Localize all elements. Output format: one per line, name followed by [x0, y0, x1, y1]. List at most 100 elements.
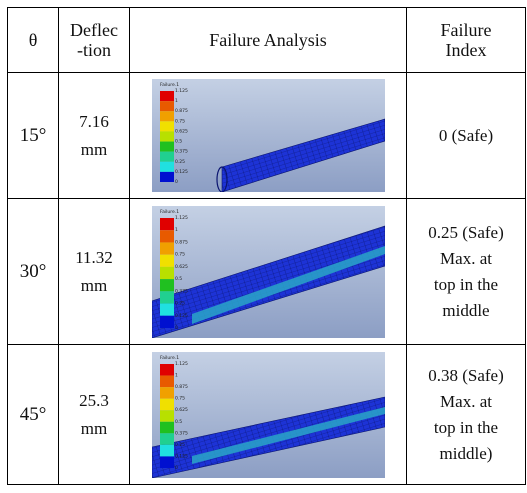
legend-label: 0 — [175, 465, 178, 471]
legend-label: 1.125 — [175, 215, 188, 221]
failure-plot: Failure.11.125 1 0.875 0.75 0.625 0.5 0.375 0.2… — [152, 206, 385, 338]
index-text: Max. at — [407, 246, 525, 272]
legend-band — [160, 364, 174, 376]
header-text: Failure Analysis — [130, 30, 406, 50]
index-text: 0.25 (Safe) — [407, 220, 525, 246]
legend-band — [160, 387, 174, 399]
index-text: Max. at — [407, 389, 525, 415]
legend-label: 0 — [175, 179, 178, 185]
legend-band — [160, 131, 174, 141]
legend-band — [160, 111, 174, 121]
legend-label: 1 — [175, 98, 178, 104]
legend-band — [160, 279, 174, 291]
legend-label: 0.625 — [175, 128, 188, 134]
angle-cell: 15° — [8, 73, 59, 199]
index-text: top in the — [407, 272, 525, 298]
legend-label: 0.25 — [175, 159, 185, 165]
failure-plot: Failure.11.12510.8750.750.6250.50.3750.2… — [152, 352, 385, 478]
legend-label: 0.875 — [175, 108, 188, 114]
legend-band — [160, 266, 174, 278]
legend-band — [160, 101, 174, 111]
angle-cell: 45° — [8, 345, 59, 485]
legend-band — [160, 162, 174, 172]
legend-label: 0.75 — [175, 118, 185, 124]
legend-band — [160, 242, 174, 254]
legend-label: 0.375 — [175, 288, 188, 294]
legend-band — [160, 142, 174, 152]
legend-label: 0.5 — [175, 276, 182, 282]
deflection-text: mm — [59, 272, 129, 300]
legend-label: 1 — [175, 372, 178, 378]
legend-band — [160, 456, 174, 468]
legend-band — [160, 421, 174, 433]
angle-cell: 30° — [8, 199, 59, 345]
index-text: middle) — [407, 441, 525, 467]
legend-band — [160, 230, 174, 242]
legend-label: 0.625 — [175, 407, 188, 413]
legend-band — [160, 433, 174, 445]
deflection-text: 7.16 — [59, 108, 129, 136]
legend-band — [160, 291, 174, 303]
header-text: Deflec — [59, 20, 129, 40]
legend-title: Failure.1 — [160, 355, 179, 361]
legend-band — [160, 91, 174, 101]
index-text: 0 (Safe) — [407, 123, 525, 149]
index-text: top in the — [407, 415, 525, 441]
legend-label: 0.125 — [175, 169, 188, 175]
legend-title: Failure.1 — [160, 209, 179, 215]
legend-label: 1 — [175, 227, 178, 233]
index-text: 0.38 (Safe) — [407, 363, 525, 389]
legend-label: 1.125 — [175, 88, 188, 94]
deflection-text: mm — [59, 415, 129, 443]
deflection-text: 25.3 — [59, 387, 129, 415]
header-cell: Failure Analysis — [130, 8, 407, 73]
index-cell: 0 (Safe) — [407, 73, 526, 199]
header-cell: Deflec-tion — [59, 8, 130, 73]
legend-label: 1.125 — [175, 361, 188, 367]
header-text: θ — [8, 30, 58, 50]
legend-title: Failure.1 — [160, 82, 179, 88]
legend-label: 0.75 — [175, 251, 185, 257]
legend-label: 0.125 — [175, 453, 188, 459]
legend-label: 0 — [175, 325, 178, 331]
legend-label: 0.25 — [175, 441, 185, 447]
header-text: -tion — [59, 40, 129, 60]
legend-label: 0.875 — [175, 239, 188, 245]
deflection-text: mm — [59, 136, 129, 164]
header-text: Failure — [407, 20, 525, 40]
legend-band — [160, 410, 174, 422]
legend-label: 0.375 — [175, 149, 188, 155]
legend-band — [160, 218, 174, 230]
failure-plot: Failure.11.125 1 0.875 0.75 0.625 0.5 0.375 0.2… — [152, 79, 385, 192]
legend-label: 0.125 — [175, 312, 188, 318]
legend-band — [160, 398, 174, 410]
header-cell: θ — [8, 8, 59, 73]
legend-band — [160, 444, 174, 456]
legend-label: 0.5 — [175, 139, 182, 145]
legend-band — [160, 375, 174, 387]
legend-label: 0.375 — [175, 430, 188, 436]
legend-band — [160, 152, 174, 162]
header-text: Index — [407, 40, 525, 60]
legend-band — [160, 172, 174, 182]
deflection-text: 11.32 — [59, 244, 129, 272]
legend-label: 0.25 — [175, 300, 185, 306]
legend-band — [160, 254, 174, 266]
legend-label: 0.875 — [175, 384, 188, 390]
legend-label: 0.625 — [175, 263, 188, 269]
index-text: middle — [407, 298, 525, 324]
